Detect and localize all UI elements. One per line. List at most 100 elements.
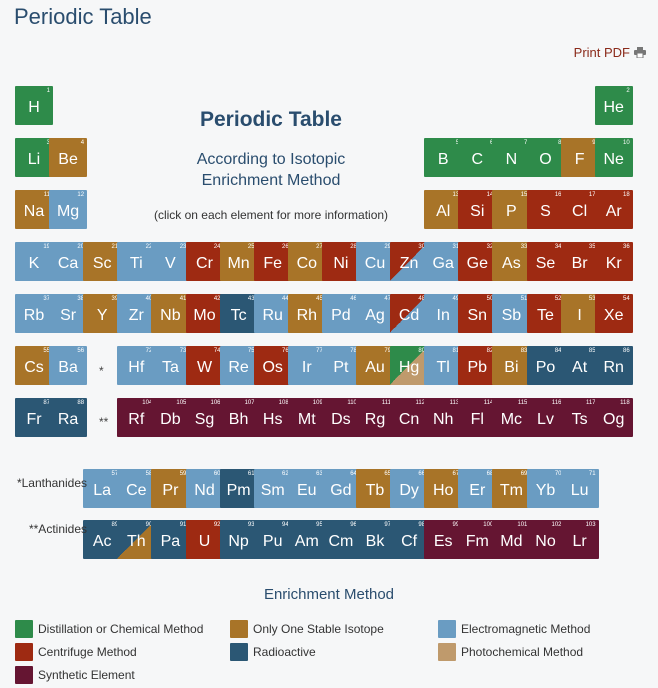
element-in[interactable]: 49 In (424, 294, 463, 333)
element-es[interactable]: 99 Es (424, 520, 463, 559)
element-no[interactable]: 102 No (526, 520, 565, 559)
element-sn[interactable]: 50 Sn (458, 294, 497, 333)
element-tc[interactable]: 43 Tc (219, 294, 258, 333)
element-lv[interactable]: 116 Lv (526, 398, 565, 437)
element-rb[interactable]: 37 Rb (15, 294, 53, 333)
element-ba[interactable]: 56 Ba (49, 346, 88, 385)
element-ga[interactable]: 31 Ga (424, 242, 463, 281)
element-mc[interactable]: 115 Mc (492, 398, 531, 437)
element-hf[interactable]: 72 Hf (117, 346, 156, 385)
element-db[interactable]: 105 Db (151, 398, 190, 437)
element-ru[interactable]: 44 Ru (253, 294, 292, 333)
element-re[interactable]: 75 Re (219, 346, 258, 385)
element-tl[interactable]: 81 Tl (424, 346, 463, 385)
element-y[interactable]: 39 Y (83, 294, 122, 333)
element-mo[interactable]: 42 Mo (185, 294, 224, 333)
element-nh[interactable]: 113 Nh (424, 398, 463, 437)
element-fm[interactable]: 100 Fm (458, 520, 497, 559)
element-au[interactable]: 79 Au (356, 346, 394, 385)
element-xe[interactable]: 54 Xe (594, 294, 633, 333)
element-tb[interactable]: 65 Tb (356, 469, 394, 508)
element-ni[interactable]: 28 Ni (321, 242, 360, 281)
element-am[interactable]: 95 Am (287, 520, 326, 559)
element-ge[interactable]: 32 Ge (458, 242, 497, 281)
element-w[interactable]: 74 W (185, 346, 224, 385)
element-lr[interactable]: 103 Lr (560, 520, 599, 559)
element-bk[interactable]: 97 Bk (356, 520, 394, 559)
element-cf[interactable]: 98 Cf (390, 520, 429, 559)
element-nb[interactable]: 41 Nb (151, 294, 190, 333)
element-pb[interactable]: 82 Pb (458, 346, 497, 385)
element-fr[interactable]: 87 Fr (15, 398, 53, 437)
element-ar[interactable]: 18 Ar (594, 190, 633, 229)
element-ra[interactable]: 88 Ra (49, 398, 88, 437)
element-cd[interactable]: 48 Cd (390, 294, 429, 333)
element-os[interactable]: 76 Os (253, 346, 292, 385)
element-co[interactable]: 27 Co (287, 242, 326, 281)
element-ts[interactable]: 117 Ts (560, 398, 599, 437)
element-k[interactable]: 19 K (15, 242, 53, 281)
element-rh[interactable]: 45 Rh (287, 294, 326, 333)
element-i[interactable]: 53 I (560, 294, 599, 333)
element-ta[interactable]: 73 Ta (151, 346, 190, 385)
element-ir[interactable]: 77 Ir (287, 346, 326, 385)
element-u[interactable]: 92 U (185, 520, 224, 559)
element-og[interactable]: 118 Og (594, 398, 633, 437)
element-rf[interactable]: 104 Rf (117, 398, 156, 437)
element-eu[interactable]: 63 Eu (287, 469, 326, 508)
element-pa[interactable]: 91 Pa (151, 520, 190, 559)
element-cr[interactable]: 24 Cr (185, 242, 224, 281)
element-md[interactable]: 101 Md (492, 520, 531, 559)
element-ho[interactable]: 67 Ho (424, 469, 463, 508)
element-zr[interactable]: 40 Zr (117, 294, 156, 333)
element-li[interactable]: 3 Li (15, 138, 53, 177)
element-lu[interactable]: 71 Lu (560, 469, 599, 508)
element-sr[interactable]: 38 Sr (49, 294, 88, 333)
element-th[interactable]: 90 Th (117, 520, 156, 559)
element-hg[interactable]: 80 Hg (390, 346, 429, 385)
element-b[interactable]: 5B (424, 138, 463, 177)
element-pm[interactable]: 61 Pm (219, 469, 258, 508)
element-ac[interactable]: 89 Ac (83, 520, 122, 559)
element-si[interactable]: 14 Si (458, 190, 497, 229)
element-nd[interactable]: 60 Nd (185, 469, 224, 508)
element-br[interactable]: 35 Br (560, 242, 599, 281)
element-c[interactable]: 6C (458, 138, 497, 177)
element-cs[interactable]: 55 Cs (15, 346, 53, 385)
element-mg[interactable]: 12 Mg (49, 190, 88, 229)
element-sm[interactable]: 62 Sm (253, 469, 292, 508)
element-cm[interactable]: 96 Cm (321, 520, 360, 559)
element-bh[interactable]: 107 Bh (219, 398, 258, 437)
element-zn[interactable]: 30 Zn (390, 242, 429, 281)
element-yb[interactable]: 70 Yb (526, 469, 565, 508)
element-fe[interactable]: 26 Fe (253, 242, 292, 281)
element-he[interactable]: 2 He (594, 86, 633, 125)
element-cn[interactable]: 112 Cn (390, 398, 429, 437)
element-pu[interactable]: 94 Pu (253, 520, 292, 559)
element-hs[interactable]: 108 Hs (253, 398, 292, 437)
element-rn[interactable]: 86 Rn (594, 346, 633, 385)
element-se[interactable]: 34 Se (526, 242, 565, 281)
element-ds[interactable]: 110 Ds (321, 398, 360, 437)
element-pr[interactable]: 59 Pr (151, 469, 190, 508)
element-sg[interactable]: 106 Sg (185, 398, 224, 437)
element-te[interactable]: 52 Te (526, 294, 565, 333)
element-pt[interactable]: 78 Pt (321, 346, 360, 385)
element-sc[interactable]: 21 Sc (83, 242, 122, 281)
element-po[interactable]: 84 Po (526, 346, 565, 385)
element-gd[interactable]: 64 Gd (321, 469, 360, 508)
element-er[interactable]: 68 Er (458, 469, 497, 508)
element-ce[interactable]: 58 Ce (117, 469, 156, 508)
element-be[interactable]: 4 Be (49, 138, 88, 177)
element-v[interactable]: 23 V (151, 242, 190, 281)
element-as[interactable]: 33 As (492, 242, 531, 281)
element-mn[interactable]: 25 Mn (219, 242, 258, 281)
element-dy[interactable]: 66 Dy (390, 469, 429, 508)
element-tm[interactable]: 69 Tm (492, 469, 531, 508)
element-ag[interactable]: 47 Ag (356, 294, 394, 333)
element-pd[interactable]: 46 Pd (321, 294, 360, 333)
